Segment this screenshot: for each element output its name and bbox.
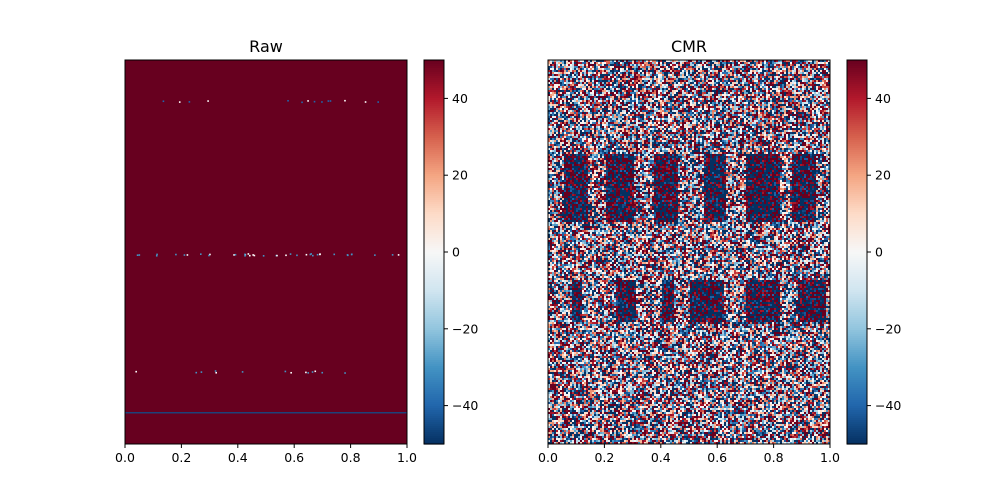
colorbar-tick-label: −40 — [452, 398, 478, 413]
x-tick-label: 0.2 — [171, 450, 191, 465]
raw-colorbar: 40 20 0 −20 −40 — [423, 59, 478, 445]
cmr-x-axis: 0.0 0.2 0.4 0.6 0.8 1.0 — [538, 444, 840, 465]
raw-panel: Raw 0.0 0.2 0.4 0.6 0.8 1.0 — [115, 37, 417, 465]
x-tick-label: 0.8 — [764, 450, 784, 465]
cmr-heatmap-noise — [548, 60, 830, 444]
cmr-title: CMR — [671, 37, 707, 56]
x-tick-label: 0.8 — [341, 450, 361, 465]
x-tick-label: 0.4 — [651, 450, 671, 465]
x-tick-label: 0.6 — [707, 450, 727, 465]
colorbar-tick-label: −20 — [875, 321, 901, 336]
raw-title: Raw — [249, 37, 283, 56]
x-tick-label: 0.0 — [115, 450, 135, 465]
cmr-panel: CMR 0.0 0.2 0.4 0.6 0.8 1.0 — [538, 37, 840, 465]
cmr-colorbar-ticks: 40 20 0 −20 −40 — [867, 91, 901, 413]
raw-colorbar-gradient — [424, 60, 444, 445]
cmr-colorbar: 40 20 0 −20 −40 — [846, 59, 901, 445]
cmr-heatmap — [548, 60, 830, 444]
x-tick-label: 0.6 — [284, 450, 304, 465]
colorbar-tick-label: 20 — [452, 168, 468, 183]
colorbar-tick-label: 0 — [452, 245, 460, 260]
colorbar-tick-label: −20 — [452, 321, 478, 336]
cmr-axes-frame — [547, 59, 831, 445]
raw-colorbar-ticks: 40 20 0 −20 −40 — [444, 91, 478, 413]
x-tick-label: 1.0 — [397, 450, 417, 465]
x-tick-label: 0.0 — [538, 450, 558, 465]
raw-x-axis: 0.0 0.2 0.4 0.6 0.8 1.0 — [115, 444, 417, 465]
x-tick-label: 0.2 — [594, 450, 614, 465]
x-tick-label: 1.0 — [820, 450, 840, 465]
raw-heatmap-fill — [125, 60, 407, 444]
x-tick-label: 0.4 — [228, 450, 248, 465]
raw-axes-frame — [124, 59, 408, 445]
colorbar-tick-label: −40 — [875, 398, 901, 413]
raw-heatmap-features — [125, 99, 407, 414]
cmr-colorbar-gradient — [847, 60, 867, 445]
colorbar-tick-label: 20 — [875, 168, 891, 183]
colorbar-tick-label: 40 — [875, 91, 891, 106]
colorbar-tick-label: 40 — [452, 91, 468, 106]
raw-heatmap — [125, 60, 407, 444]
colorbar-tick-label: 0 — [875, 245, 883, 260]
